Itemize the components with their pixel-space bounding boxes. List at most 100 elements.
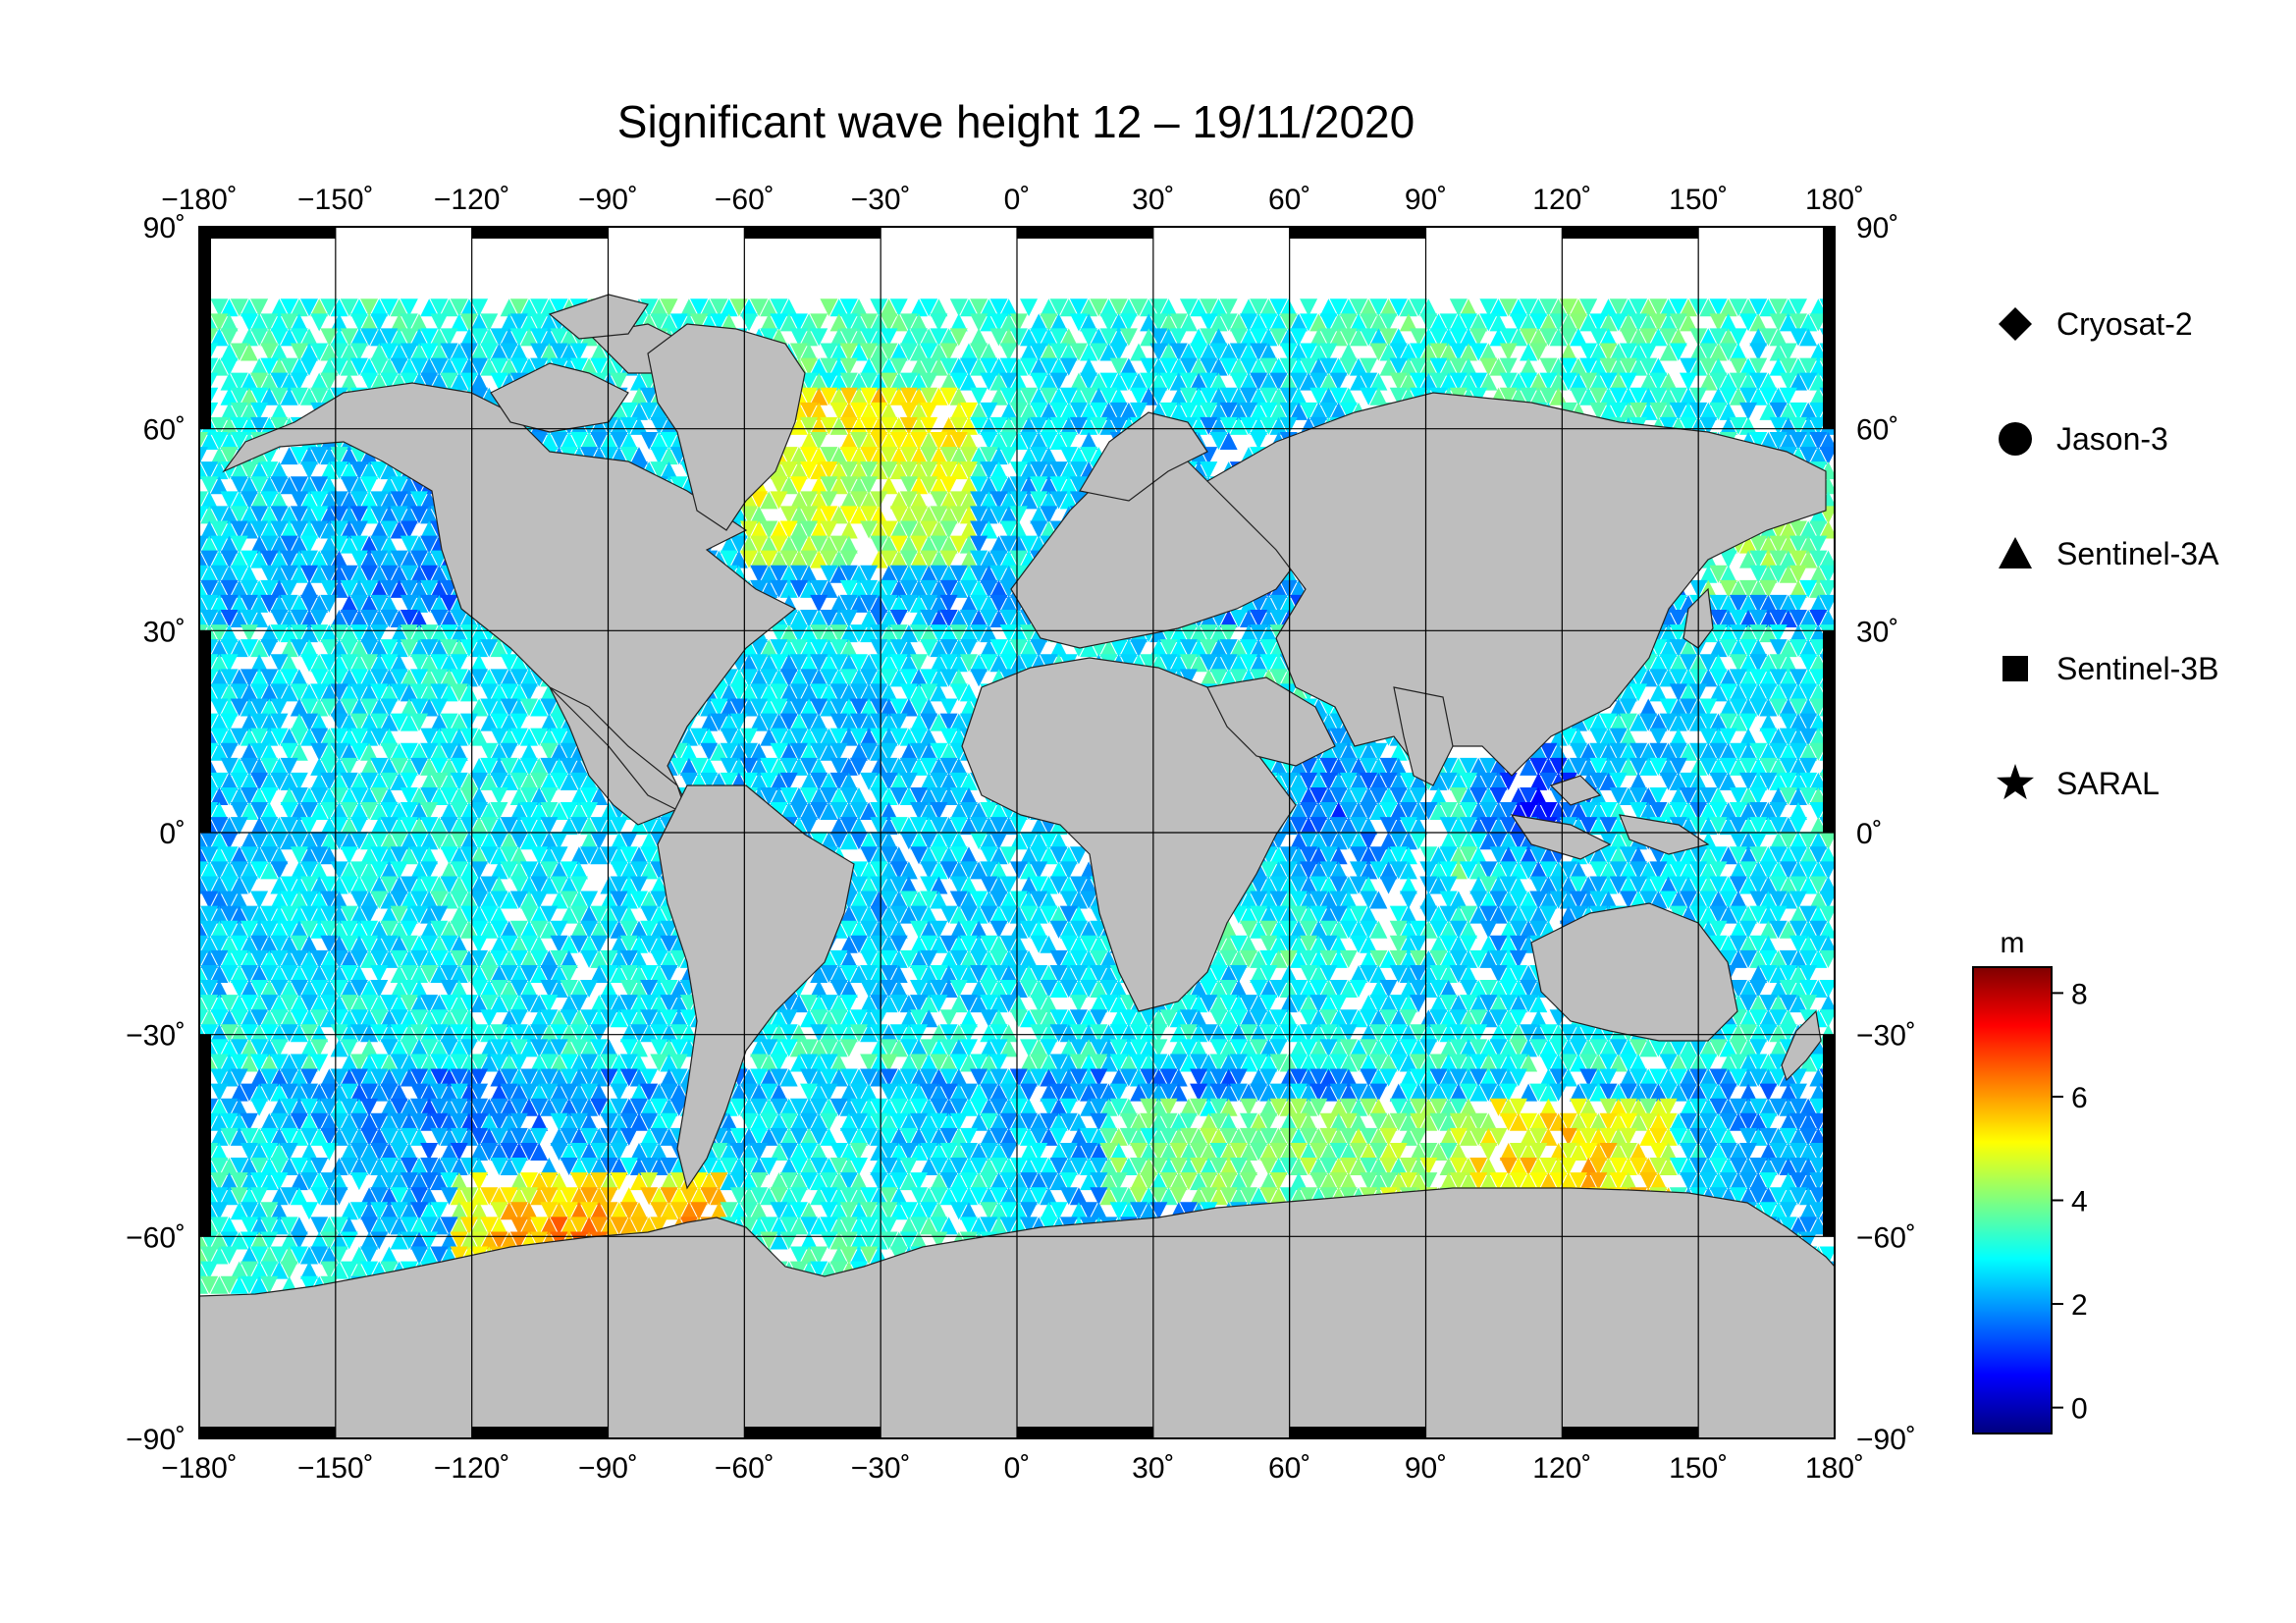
swh-sample	[1300, 298, 1318, 317]
swh-sample	[789, 447, 808, 465]
swh-sample	[1599, 387, 1618, 406]
swh-sample	[1250, 432, 1268, 451]
swh-sample	[849, 447, 868, 465]
swh-sample	[939, 432, 958, 451]
swh-sample	[930, 343, 948, 361]
swh-sample	[299, 461, 318, 480]
swh-sample	[1729, 416, 1747, 435]
swh-sample	[1109, 387, 1128, 406]
swh-sample	[1350, 328, 1368, 347]
swh-sample	[1159, 313, 1178, 332]
swh-sample	[1549, 387, 1568, 406]
swh-sample	[849, 461, 868, 480]
swh-sample	[910, 402, 929, 420]
swh-sample	[1350, 372, 1368, 391]
swh-sample	[710, 298, 728, 317]
swh-sample	[1179, 372, 1198, 391]
swh-sample	[949, 416, 968, 435]
swh-sample	[800, 313, 819, 332]
swh-sample	[1799, 313, 1818, 332]
swh-sample	[1329, 298, 1348, 317]
swh-sample	[970, 447, 988, 465]
swh-sample	[1410, 298, 1428, 317]
swh-sample	[710, 313, 728, 332]
swh-sample	[1200, 402, 1218, 420]
swh-sample	[349, 476, 368, 495]
swh-sample	[1240, 402, 1258, 420]
swh-sample	[1429, 313, 1448, 332]
swh-sample	[1819, 447, 1835, 465]
swh-sample	[1119, 402, 1138, 420]
swh-sample	[1369, 372, 1388, 391]
swh-sample	[400, 313, 418, 332]
swh-sample	[870, 387, 888, 406]
swh-sample	[1300, 402, 1318, 420]
swh-sample	[1579, 372, 1598, 391]
swh-sample	[910, 343, 929, 361]
swh-sample	[669, 476, 688, 495]
swh-sample	[200, 461, 219, 480]
swh-sample	[970, 476, 988, 495]
swh-sample	[1329, 387, 1348, 406]
swh-sample	[299, 328, 318, 347]
swh-sample	[1749, 357, 1768, 376]
swh-sample	[1040, 432, 1058, 451]
swh-sample	[1769, 387, 1788, 406]
swh-sample	[880, 298, 898, 317]
swh-sample	[1279, 416, 1298, 435]
swh-sample	[1309, 387, 1328, 406]
swh-sample	[910, 447, 929, 465]
swh-sample	[1809, 372, 1828, 391]
swh-sample	[400, 476, 418, 495]
swh-sample	[1499, 298, 1518, 317]
swh-sample	[459, 372, 478, 391]
swh-sample	[270, 416, 289, 435]
swh-sample	[1200, 357, 1218, 376]
swh-sample	[1209, 402, 1228, 420]
swh-sample	[340, 447, 358, 465]
swh-sample	[560, 328, 578, 347]
swh-sample	[1190, 328, 1208, 347]
swh-sample	[519, 298, 538, 317]
swh-sample	[1589, 402, 1608, 420]
swh-sample	[930, 387, 948, 406]
swh-sample	[779, 447, 798, 465]
swh-sample	[820, 357, 838, 376]
swh-sample	[959, 298, 978, 317]
swh-sample	[1389, 298, 1408, 317]
swh-sample	[1769, 343, 1788, 361]
swh-sample	[720, 298, 738, 317]
swh-sample	[280, 387, 298, 406]
swh-sample	[880, 357, 898, 376]
swh-sample	[210, 298, 229, 317]
swh-sample	[839, 313, 858, 332]
swh-sample	[1069, 402, 1088, 420]
swh-sample	[1719, 387, 1737, 406]
swh-sample	[760, 313, 778, 332]
swh-sample	[1529, 328, 1548, 347]
swh-sample	[1809, 402, 1828, 420]
swh-sample	[1559, 372, 1577, 391]
swh-sample	[949, 298, 968, 317]
swh-sample	[1559, 298, 1577, 317]
swh-sample	[1469, 387, 1488, 406]
swh-sample	[1639, 328, 1658, 347]
swh-sample	[1609, 357, 1628, 376]
swh-sample	[829, 298, 848, 317]
swh-sample	[360, 476, 379, 495]
swh-sample	[800, 357, 819, 376]
swh-sample	[1469, 328, 1488, 347]
swh-sample	[290, 387, 308, 406]
swh-sample	[870, 372, 888, 391]
swh-sample	[1589, 372, 1608, 391]
swh-sample	[989, 372, 1008, 391]
swh-sample	[250, 461, 269, 480]
swh-sample	[1609, 298, 1628, 317]
swh-sample	[1020, 298, 1039, 317]
swh-sample	[1069, 416, 1088, 435]
swh-sample	[250, 402, 269, 420]
swh-sample	[1520, 357, 1538, 376]
swh-sample	[870, 416, 888, 435]
swh-sample	[270, 372, 289, 391]
swh-sample	[1259, 298, 1278, 317]
